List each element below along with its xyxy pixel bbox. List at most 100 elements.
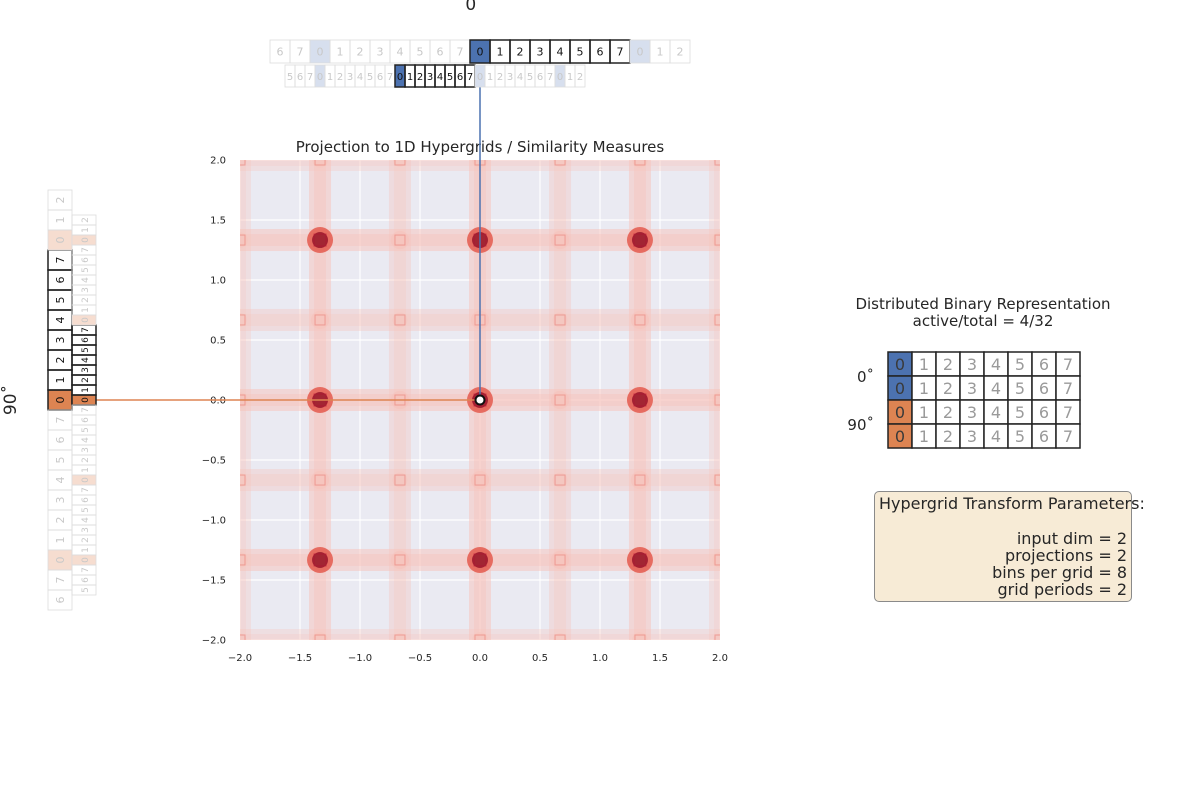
h1-faded-cell: 3 (369, 39, 391, 64)
h2-faded-cell-label: 1 (487, 72, 493, 83)
h1-active-cell: 0 (469, 39, 491, 64)
v1-faded-cell-label: 7 (54, 577, 67, 584)
h2-faded-cell-fill (475, 65, 485, 87)
h1-faded-cell-label: 0 (317, 46, 324, 59)
param-projections: projections = 2 (1005, 546, 1127, 565)
x-tick-label: −0.5 (408, 653, 432, 664)
v2-faded-cell: 2 (71, 214, 97, 226)
v2-faded-cell: 1 (71, 304, 97, 316)
v2-faded-cell: 0 (71, 474, 97, 486)
intersection-glow (550, 550, 570, 570)
v2-faded-cell: 4 (71, 434, 97, 446)
v2-faded-cell: 2 (71, 534, 97, 546)
y-tick-label: 2.0 (210, 156, 226, 167)
dbr-cell-digit: 5 (1015, 403, 1025, 422)
h1-faded-cell-label: 0 (637, 46, 644, 59)
h2-faded-cell: 7 (304, 64, 316, 88)
v2-faded-cell: 5 (71, 584, 97, 596)
intersection-square (394, 234, 406, 246)
dbr-cell-digit: 0 (895, 379, 905, 398)
h1-faded-cell-label: 6 (437, 46, 444, 59)
v1-faded-cell-border (47, 189, 73, 211)
dbr-cell (1055, 423, 1081, 449)
intersection-square (313, 233, 327, 247)
intersection-glow (393, 633, 407, 640)
v2-faded-cell: 3 (71, 284, 97, 296)
v2-faded-cell-label: 7 (81, 247, 91, 253)
v2-faded-cell-label: 5 (81, 267, 91, 273)
h2-active-cell-label: 1 (407, 72, 413, 83)
h2-active-cell: 5 (444, 64, 456, 88)
v2-faded-cell-label: 1 (81, 307, 91, 313)
h1-faded-cell-label: 2 (357, 46, 364, 59)
intersection-square (634, 634, 646, 640)
v1-faded-cell-label: 2 (54, 517, 67, 524)
param-bins-per-grid: bins per grid = 8 (992, 563, 1127, 582)
h1-faded-cell-label: 5 (417, 46, 424, 59)
dbr-cell (887, 423, 913, 449)
intersection-square (473, 553, 487, 567)
v2-faded-cell: 0 (71, 554, 97, 566)
intersection-square (240, 234, 246, 246)
v2-faded-cell-label: 7 (81, 487, 91, 493)
v2-active-cell: 3 (71, 364, 97, 376)
v2-faded-cell-label: 7 (81, 407, 91, 413)
intersection-square (633, 393, 647, 407)
intersection-square (474, 474, 486, 486)
dbr-cell-digit: 3 (967, 355, 977, 374)
intersection-square (314, 160, 326, 166)
h1-faded-cell: 0 (309, 39, 331, 64)
dbr-cell-digit: 6 (1039, 379, 1049, 398)
dbr-cell-digit: 4 (991, 379, 1001, 398)
h2-faded-cell-label: 3 (347, 72, 353, 83)
h2-faded-cell: 4 (514, 64, 526, 88)
v2-faded-cell-label: 4 (81, 277, 91, 283)
intersection-glow (240, 313, 247, 327)
h1-faded-cell-fill (310, 40, 330, 63)
dbr-cell-digit: 1 (919, 427, 929, 446)
h1-faded-cell: 6 (429, 39, 451, 64)
intersection-glow (312, 632, 328, 640)
v1-faded-cell: 1 (47, 209, 73, 231)
dbr-row-label-0: 0˚ (857, 368, 874, 386)
intersection-square (314, 634, 326, 640)
v2-active-cell: 0 (71, 394, 97, 406)
intersection-glow (240, 473, 247, 487)
intersection-glow (712, 392, 720, 408)
h2-faded-cell: 0 (554, 64, 566, 88)
v1-faded-cell: 6 (47, 589, 73, 611)
dbr-cell (935, 399, 961, 425)
dbr-cell-digit: 5 (1015, 427, 1025, 446)
v2-faded-cell: 6 (71, 414, 97, 426)
h2-faded-cell: 0 (474, 64, 486, 88)
intersection-glow (713, 633, 720, 640)
v2-active-cell-label: 0 (81, 397, 91, 403)
intersection-square (394, 160, 406, 166)
h2-faded-cell: 1 (564, 64, 576, 88)
v2-active-cell-label: 3 (81, 367, 91, 373)
x-tick-label: −2.0 (228, 653, 252, 664)
h2-faded-cell-fill (555, 65, 565, 87)
intersection-square (714, 474, 720, 486)
h2-faded-cell-border (574, 64, 586, 88)
v2-faded-cell: 4 (71, 274, 97, 286)
intersection-peak (631, 232, 648, 249)
v1-active-cell: 1 (47, 369, 73, 391)
intersection-square (314, 314, 326, 326)
y-tick-label: −1.5 (202, 576, 226, 587)
h1-active-cell: 5 (569, 39, 591, 64)
h1-faded-cell: 6 (269, 39, 291, 64)
dbr-cell-digit: 7 (1063, 355, 1073, 374)
h1-active-cell-label: 6 (597, 46, 604, 59)
dbr-row-label-90: 90˚ (847, 416, 874, 434)
h2-faded-cell-label: 7 (387, 72, 393, 83)
h1-faded-cell: 7 (289, 39, 311, 64)
dbr-cell (1031, 423, 1057, 449)
dbr-title: Distributed Binary Representation (855, 295, 1110, 313)
v1-faded-cell-label: 1 (54, 537, 67, 544)
top-angle-label: 0˚ (465, 0, 484, 15)
h2-faded-cell: 6 (294, 64, 306, 88)
param-grid-periods: grid periods = 2 (997, 580, 1127, 599)
